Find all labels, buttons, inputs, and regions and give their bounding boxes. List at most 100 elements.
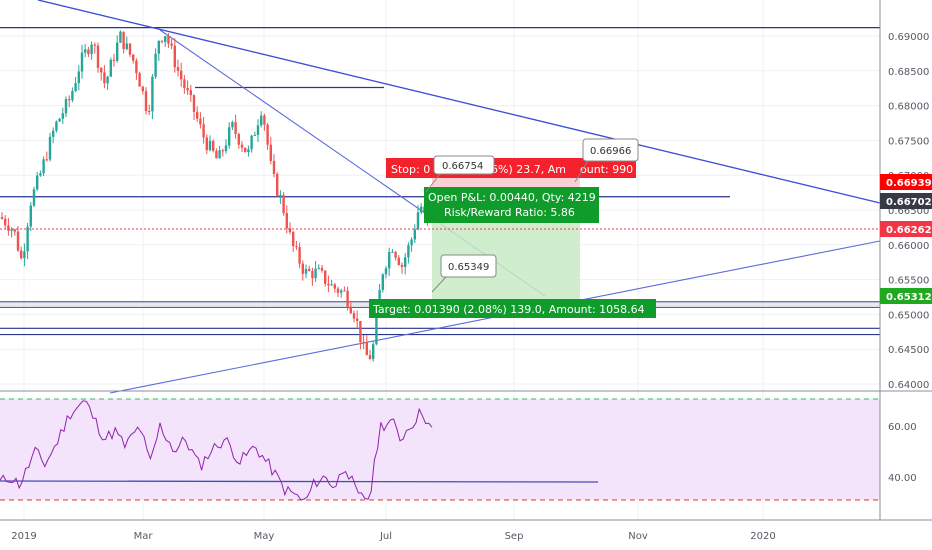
candle <box>84 44 87 58</box>
candle <box>52 127 55 144</box>
candle <box>218 145 221 159</box>
candle <box>384 266 388 279</box>
candle <box>68 95 71 108</box>
candle <box>368 349 372 360</box>
candle <box>381 273 384 293</box>
candle <box>250 134 253 153</box>
price-tick-label: 0.64000 <box>888 380 929 391</box>
candle <box>324 270 327 287</box>
candle <box>317 264 320 270</box>
price-tag: 0.65312 <box>880 288 932 304</box>
candle <box>87 46 90 58</box>
time-tick-label: Mar <box>134 531 154 542</box>
candle <box>106 75 109 90</box>
candle <box>202 116 205 144</box>
candle <box>298 242 301 269</box>
price-tick-label: 0.65000 <box>888 310 929 321</box>
candle <box>164 35 167 47</box>
candle <box>199 112 202 129</box>
time-tick-label: Jul <box>379 531 392 542</box>
candle <box>311 267 314 286</box>
candle <box>320 264 324 273</box>
price-tag: 0.66939 <box>880 174 932 190</box>
rsi-tick-label: 40.00 <box>888 473 917 484</box>
price-tick-label: 0.65500 <box>888 276 929 287</box>
candle <box>55 120 58 133</box>
candle <box>285 205 288 234</box>
stop-label-prefix: Stop: 0 <box>391 163 430 176</box>
candle <box>157 40 160 62</box>
price-axis[interactable]: 0.690000.685000.680000.675000.670000.665… <box>888 32 929 391</box>
candle <box>176 59 180 77</box>
candle <box>80 44 84 79</box>
candle <box>36 171 39 192</box>
candle <box>247 145 250 157</box>
candle <box>154 48 157 79</box>
candle <box>346 286 349 311</box>
candle <box>253 131 256 136</box>
price-tick-label: 0.68500 <box>888 67 929 78</box>
price-tick-label: 0.66500 <box>888 206 929 217</box>
candle <box>327 275 330 293</box>
candle <box>279 190 282 205</box>
annotation-bubble-3[interactable]: 0.65349 <box>431 254 497 293</box>
candle <box>100 67 103 81</box>
price-tick-label: 0.64500 <box>888 345 929 356</box>
candle <box>205 134 208 155</box>
candle <box>173 38 176 73</box>
candle <box>93 42 96 54</box>
candle <box>39 170 42 177</box>
price-tick-label: 0.66000 <box>888 241 929 252</box>
candle <box>4 215 7 230</box>
candle <box>96 42 100 73</box>
candle <box>0 212 4 220</box>
price-tick-label: 0.67500 <box>888 136 929 147</box>
rsi-line <box>0 400 433 501</box>
candle <box>407 242 410 264</box>
candle <box>333 283 336 293</box>
time-axis[interactable]: 2019 Mar May Jul Sep Nov 2020 <box>11 531 775 542</box>
candle <box>45 151 48 162</box>
candle <box>260 111 263 128</box>
candle <box>349 301 352 315</box>
candle <box>237 132 240 149</box>
candle <box>103 65 106 89</box>
candle <box>276 172 279 198</box>
candle <box>365 335 368 356</box>
candle <box>208 135 212 152</box>
open-pnl-label[interactable]: Open P&L: 0.00440, Qty: 4219 Risk/Reward… <box>424 187 599 223</box>
target-label[interactable]: Target: 0.01390 (2.08%) 139.0, Amount: 1… <box>369 299 656 318</box>
candle <box>388 247 391 277</box>
price-tick-label: 0.69000 <box>888 32 929 43</box>
candle <box>148 104 151 116</box>
candle <box>183 75 186 94</box>
candle <box>391 248 394 253</box>
candle <box>330 279 333 286</box>
candle <box>10 227 13 238</box>
candle <box>212 139 215 153</box>
svg-text:0.66702: 0.66702 <box>886 197 932 208</box>
candle <box>16 225 20 252</box>
candle <box>420 203 423 215</box>
candle <box>301 260 304 281</box>
candle <box>151 73 154 120</box>
price-tick-label: 0.68000 <box>888 102 929 113</box>
candle <box>359 320 362 350</box>
candle <box>224 139 228 154</box>
candle <box>13 228 16 236</box>
candle <box>71 87 74 103</box>
descending-trendline[interactable] <box>37 0 881 204</box>
candle <box>119 30 122 43</box>
time-tick-label: 2020 <box>750 531 775 542</box>
annotation-bubble-1[interactable]: 0.66754 <box>425 155 495 193</box>
target-text: Target: 0.01390 (2.08%) 139.0, Amount: 1… <box>372 303 645 316</box>
candle <box>135 58 138 80</box>
candle <box>170 39 173 50</box>
rsi-axis[interactable]: 60.00 40.00 <box>888 422 917 484</box>
rsi-support-line[interactable] <box>0 480 599 483</box>
candle <box>397 255 400 266</box>
candle <box>221 148 224 157</box>
time-tick-label: Sep <box>505 531 524 542</box>
annotation-bubble-2[interactable]: 0.66966 <box>574 138 639 183</box>
